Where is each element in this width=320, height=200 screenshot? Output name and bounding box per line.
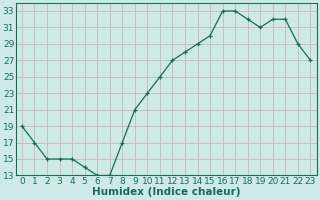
X-axis label: Humidex (Indice chaleur): Humidex (Indice chaleur) [92,187,240,197]
